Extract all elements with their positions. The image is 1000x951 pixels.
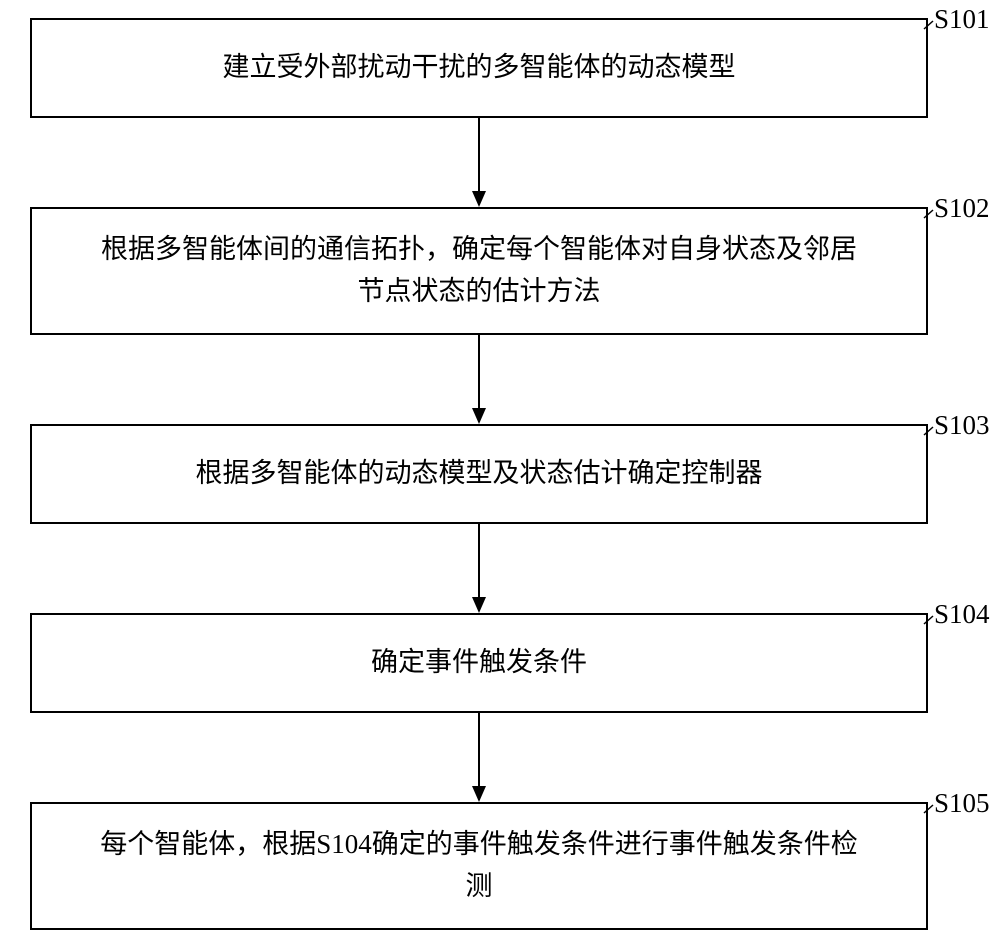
step-label-s103: S103 (934, 410, 990, 441)
flowchart-box-s103: 根据多智能体的动态模型及状态估计确定控制器 (30, 424, 928, 524)
flowchart-box-s104-text: 确定事件触发条件 (371, 642, 587, 684)
step-label-s104: S104 (934, 599, 990, 630)
step-label-s103-text: S103 (934, 410, 990, 440)
flowchart-canvas: 建立受外部扰动干扰的多智能体的动态模型 根据多智能体间的通信拓扑，确定每个智能体… (0, 0, 1000, 951)
flowchart-box-s102-text: 根据多智能体间的通信拓扑，确定每个智能体对自身状态及邻居 节点状态的估计方法 (101, 229, 857, 313)
step-label-s105-text: S105 (934, 788, 990, 818)
flowchart-box-s105-text: 每个智能体，根据S104确定的事件触发条件进行事件触发条件检 测 (100, 824, 858, 908)
flowchart-box-s102: 根据多智能体间的通信拓扑，确定每个智能体对自身状态及邻居 节点状态的估计方法 (30, 207, 928, 335)
flowchart-box-s103-text: 根据多智能体的动态模型及状态估计确定控制器 (196, 453, 763, 495)
flowchart-box-s101: 建立受外部扰动干扰的多智能体的动态模型 (30, 18, 928, 118)
flowchart-box-s104: 确定事件触发条件 (30, 613, 928, 713)
flowchart-box-s101-text: 建立受外部扰动干扰的多智能体的动态模型 (223, 47, 736, 89)
step-label-s101: S101 (934, 4, 990, 35)
step-label-s104-text: S104 (934, 599, 990, 629)
step-label-s102-text: S102 (934, 193, 990, 223)
step-label-s102: S102 (934, 193, 990, 224)
step-label-s101-text: S101 (934, 4, 990, 34)
flowchart-box-s105: 每个智能体，根据S104确定的事件触发条件进行事件触发条件检 测 (30, 802, 928, 930)
step-label-s105: S105 (934, 788, 990, 819)
